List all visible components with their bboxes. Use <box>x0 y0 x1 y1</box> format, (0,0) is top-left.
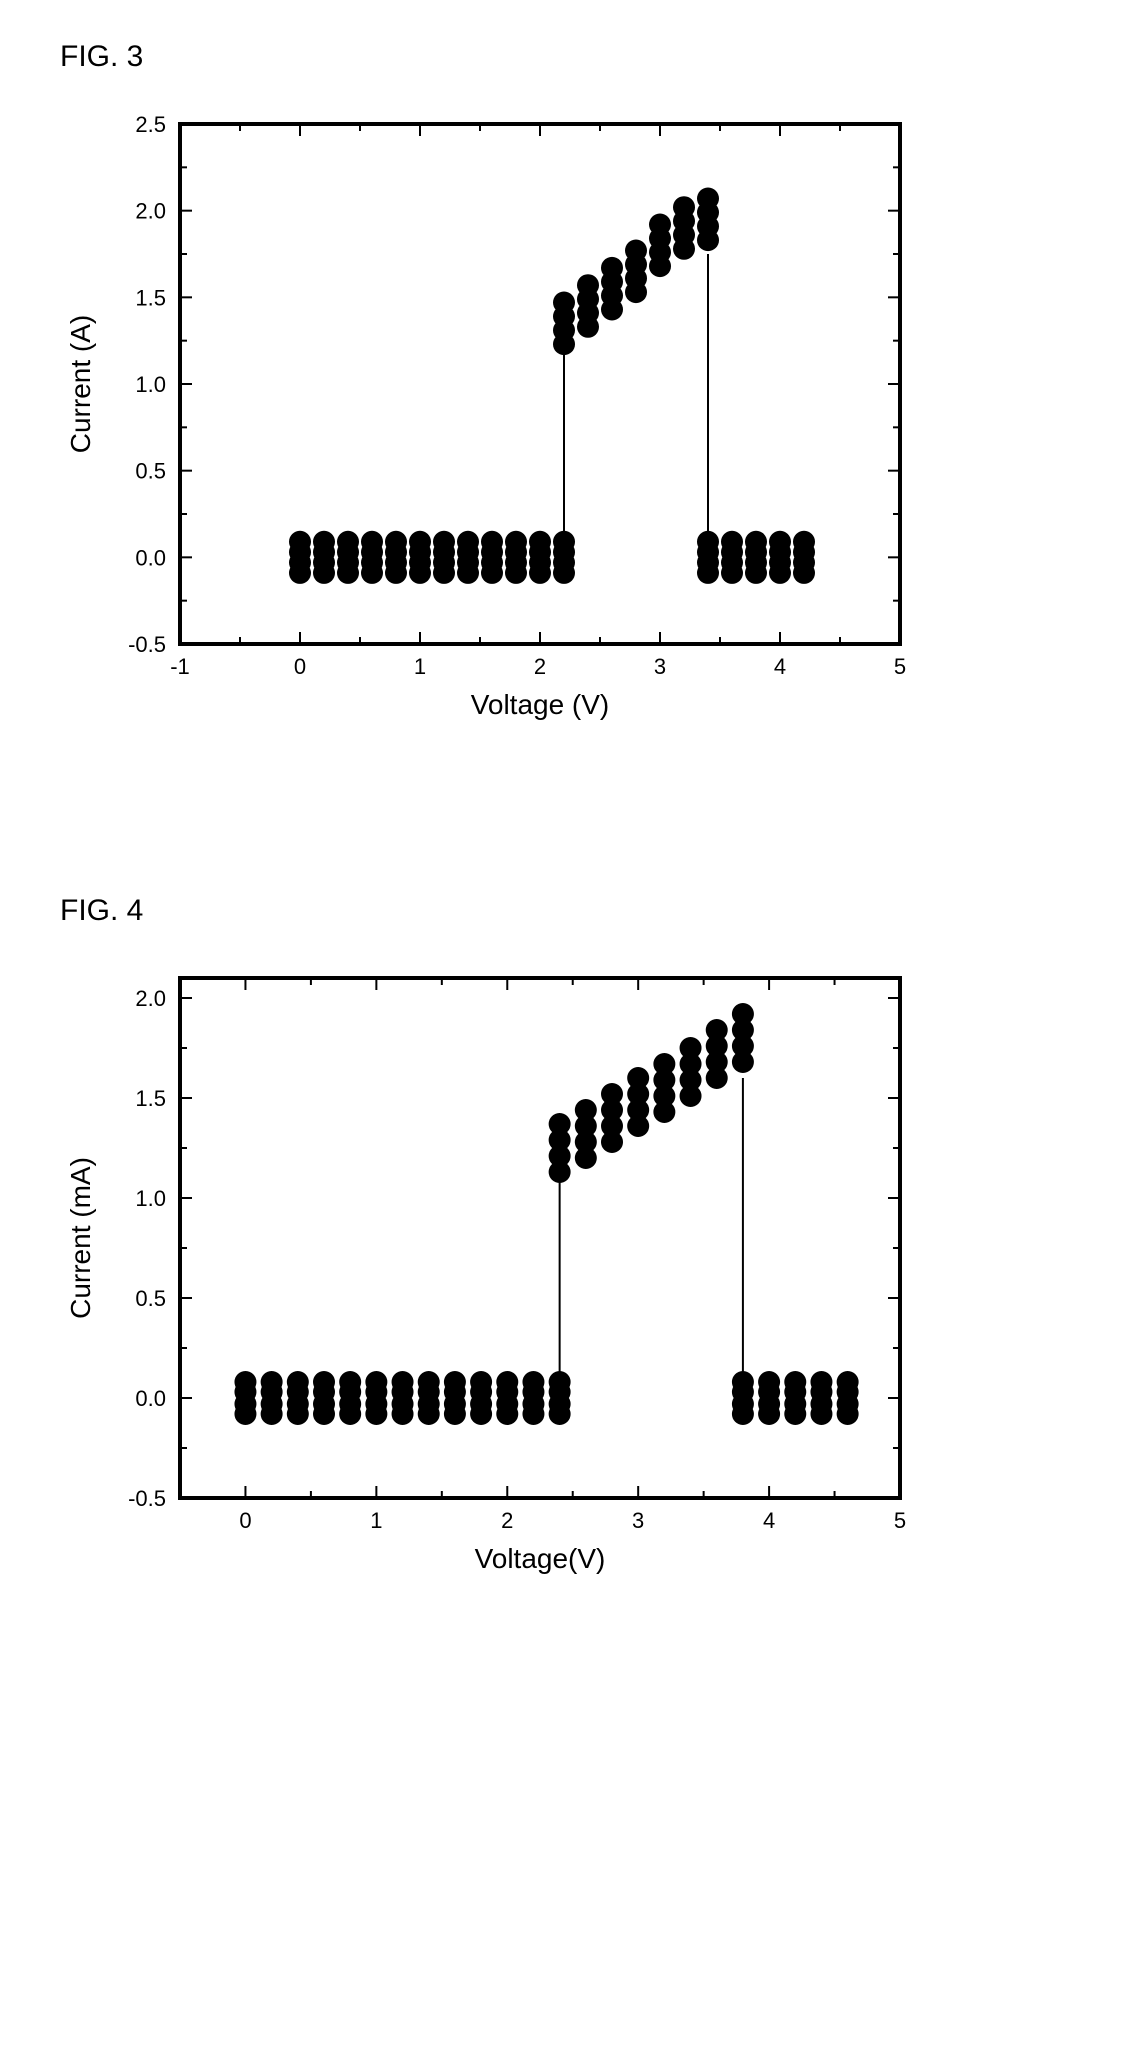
chart: -1 0 1 2 3 4 5 -0.5 0.0 0.5 1.0 1.5 2.0 2.5 Voltage (V… <box>40 94 1103 734</box>
data-point <box>392 1403 414 1425</box>
data-point <box>234 1403 256 1425</box>
y-tick-label: 1.0 <box>135 1186 166 1211</box>
data-point <box>697 562 719 584</box>
y-axis-label: Current (A) <box>65 315 96 453</box>
data-point <box>409 562 431 584</box>
y-tick-label: 0.5 <box>135 459 166 484</box>
data-point <box>601 1131 623 1153</box>
y-tick-label: 0.5 <box>135 1286 166 1311</box>
data-point <box>261 1403 283 1425</box>
data-point <box>361 562 383 584</box>
y-tick-label: 2.0 <box>135 199 166 224</box>
data-point <box>769 562 791 584</box>
data-point <box>732 1051 754 1073</box>
data-point <box>481 562 503 584</box>
data-point <box>758 1403 780 1425</box>
y-axis-label: Current (mA) <box>65 1157 96 1319</box>
x-tick-label: 5 <box>894 1508 906 1533</box>
data-point <box>784 1403 806 1425</box>
figures-container: FIG. 3 -1 0 1 2 3 4 5 -0.5 0.0 0.5 1.0 1.5 2.0 2.5 Volt… <box>40 40 1103 1588</box>
y-tick-label: -0.5 <box>128 1486 166 1511</box>
data-point <box>505 562 527 584</box>
x-axis-label: Voltage (V) <box>471 689 610 720</box>
data-point <box>287 1403 309 1425</box>
chart-svg: 0 1 2 3 4 5 -0.5 0.0 0.5 1.0 1.5 2.0 Voltage(V) Curre… <box>40 948 940 1588</box>
y-tick-label: 1.5 <box>135 1086 166 1111</box>
y-tick-label: 0.0 <box>135 545 166 570</box>
x-tick-label: 3 <box>632 1508 644 1533</box>
figure-label: FIG. 3 <box>60 40 1103 74</box>
y-tick-label: 1.0 <box>135 372 166 397</box>
y-tick-label: -0.5 <box>128 632 166 657</box>
data-point <box>470 1403 492 1425</box>
x-tick-label: 1 <box>414 654 426 679</box>
data-point <box>673 238 695 260</box>
data-point <box>522 1403 544 1425</box>
x-tick-label: 1 <box>370 1508 382 1533</box>
x-tick-label: 2 <box>534 654 546 679</box>
x-tick-label: 4 <box>763 1508 775 1533</box>
x-axis-label: Voltage(V) <box>475 1543 606 1574</box>
data-point <box>810 1403 832 1425</box>
data-point <box>337 562 359 584</box>
data-point <box>339 1403 361 1425</box>
figure-block: FIG. 3 -1 0 1 2 3 4 5 -0.5 0.0 0.5 1.0 1.5 2.0 2.5 Volt… <box>40 40 1103 734</box>
data-point <box>680 1085 702 1107</box>
x-tick-label: 4 <box>774 654 786 679</box>
data-point <box>706 1067 728 1089</box>
data-point <box>549 1161 571 1183</box>
chart: 0 1 2 3 4 5 -0.5 0.0 0.5 1.0 1.5 2.0 Voltage(V) Curre… <box>40 948 1103 1588</box>
x-tick-label: 5 <box>894 654 906 679</box>
data-point <box>313 1403 335 1425</box>
data-point <box>385 562 407 584</box>
data-point <box>575 1147 597 1169</box>
data-point <box>653 1101 675 1123</box>
data-point <box>601 298 623 320</box>
chart-svg: -1 0 1 2 3 4 5 -0.5 0.0 0.5 1.0 1.5 2.0 2.5 Voltage (V… <box>40 94 940 734</box>
data-point <box>289 562 311 584</box>
x-tick-label: 2 <box>501 1508 513 1533</box>
data-point <box>457 562 479 584</box>
y-tick-label: 2.0 <box>135 986 166 1011</box>
figure-label: FIG. 4 <box>60 894 1103 928</box>
data-point <box>496 1403 518 1425</box>
data-point <box>721 562 743 584</box>
x-tick-label: 0 <box>239 1508 251 1533</box>
data-point <box>444 1403 466 1425</box>
y-tick-label: 1.5 <box>135 285 166 310</box>
data-point <box>433 562 455 584</box>
x-tick-label: 0 <box>294 654 306 679</box>
data-point <box>627 1115 649 1137</box>
data-point <box>553 562 575 584</box>
data-point <box>732 1403 754 1425</box>
data-point <box>745 562 767 584</box>
data-point <box>418 1403 440 1425</box>
data-point <box>313 562 335 584</box>
chart-background <box>40 94 940 734</box>
data-point <box>625 281 647 303</box>
y-tick-label: 2.5 <box>135 112 166 137</box>
data-point <box>793 562 815 584</box>
data-point <box>697 229 719 251</box>
y-tick-label: 0.0 <box>135 1386 166 1411</box>
chart-background <box>40 948 940 1588</box>
data-point <box>529 562 551 584</box>
data-point <box>649 255 671 277</box>
figure-block: FIG. 4 0 1 2 3 4 5 -0.5 0.0 0.5 1.0 1.5 2.0 Voltage(V… <box>40 894 1103 1588</box>
x-tick-label: -1 <box>170 654 190 679</box>
data-point <box>577 316 599 338</box>
data-point <box>365 1403 387 1425</box>
data-point <box>549 1403 571 1425</box>
data-point <box>837 1403 859 1425</box>
data-point <box>553 333 575 355</box>
x-tick-label: 3 <box>654 654 666 679</box>
